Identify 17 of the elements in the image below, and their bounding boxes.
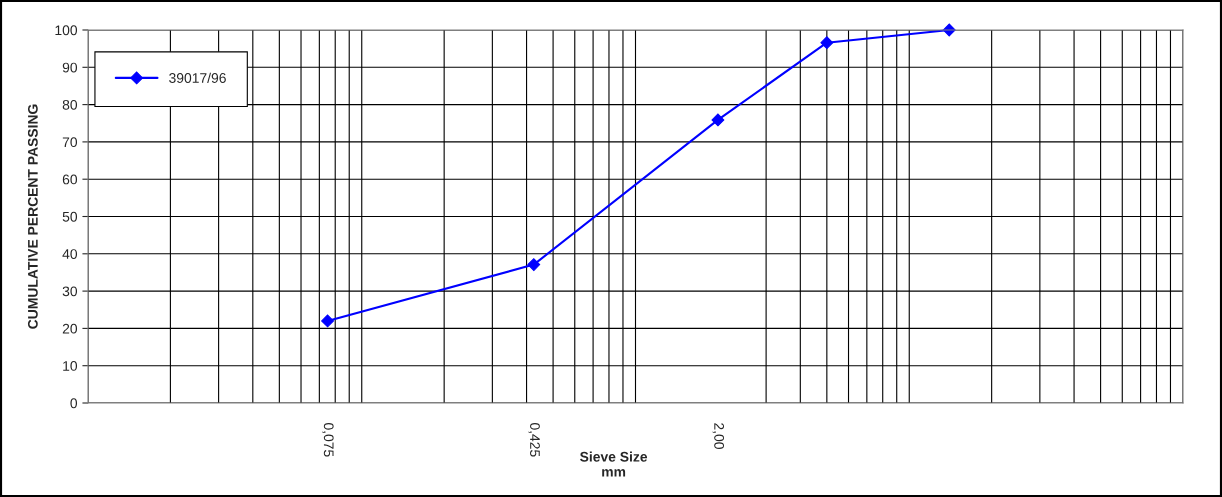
y-tick-label: 40: [62, 249, 78, 259]
y-tick-label: 80: [62, 99, 78, 110]
y-tick-label: 20: [62, 323, 78, 334]
y-tick-label: 50: [62, 211, 78, 222]
x-tick-label: 0,075: [322, 422, 334, 457]
y-tick-label: 30: [62, 286, 78, 297]
y-tick-label: 90: [62, 62, 78, 73]
y-tick-label: 70: [62, 137, 78, 148]
legend-label: 39017/96: [169, 72, 226, 83]
x-axis-title: Sieve Size mm: [580, 451, 648, 477]
x-tick-label: 0,425: [528, 422, 540, 457]
y-tick-label: 100: [55, 25, 78, 36]
x-tick-label: 2,00: [712, 423, 725, 449]
y-tick-label: 0: [70, 398, 78, 409]
y-axis-title: CUMULATIVE PERCENT PASSING: [27, 104, 38, 329]
y-tick-label: 10: [63, 361, 78, 371]
y-tick-label: 60: [62, 174, 78, 185]
